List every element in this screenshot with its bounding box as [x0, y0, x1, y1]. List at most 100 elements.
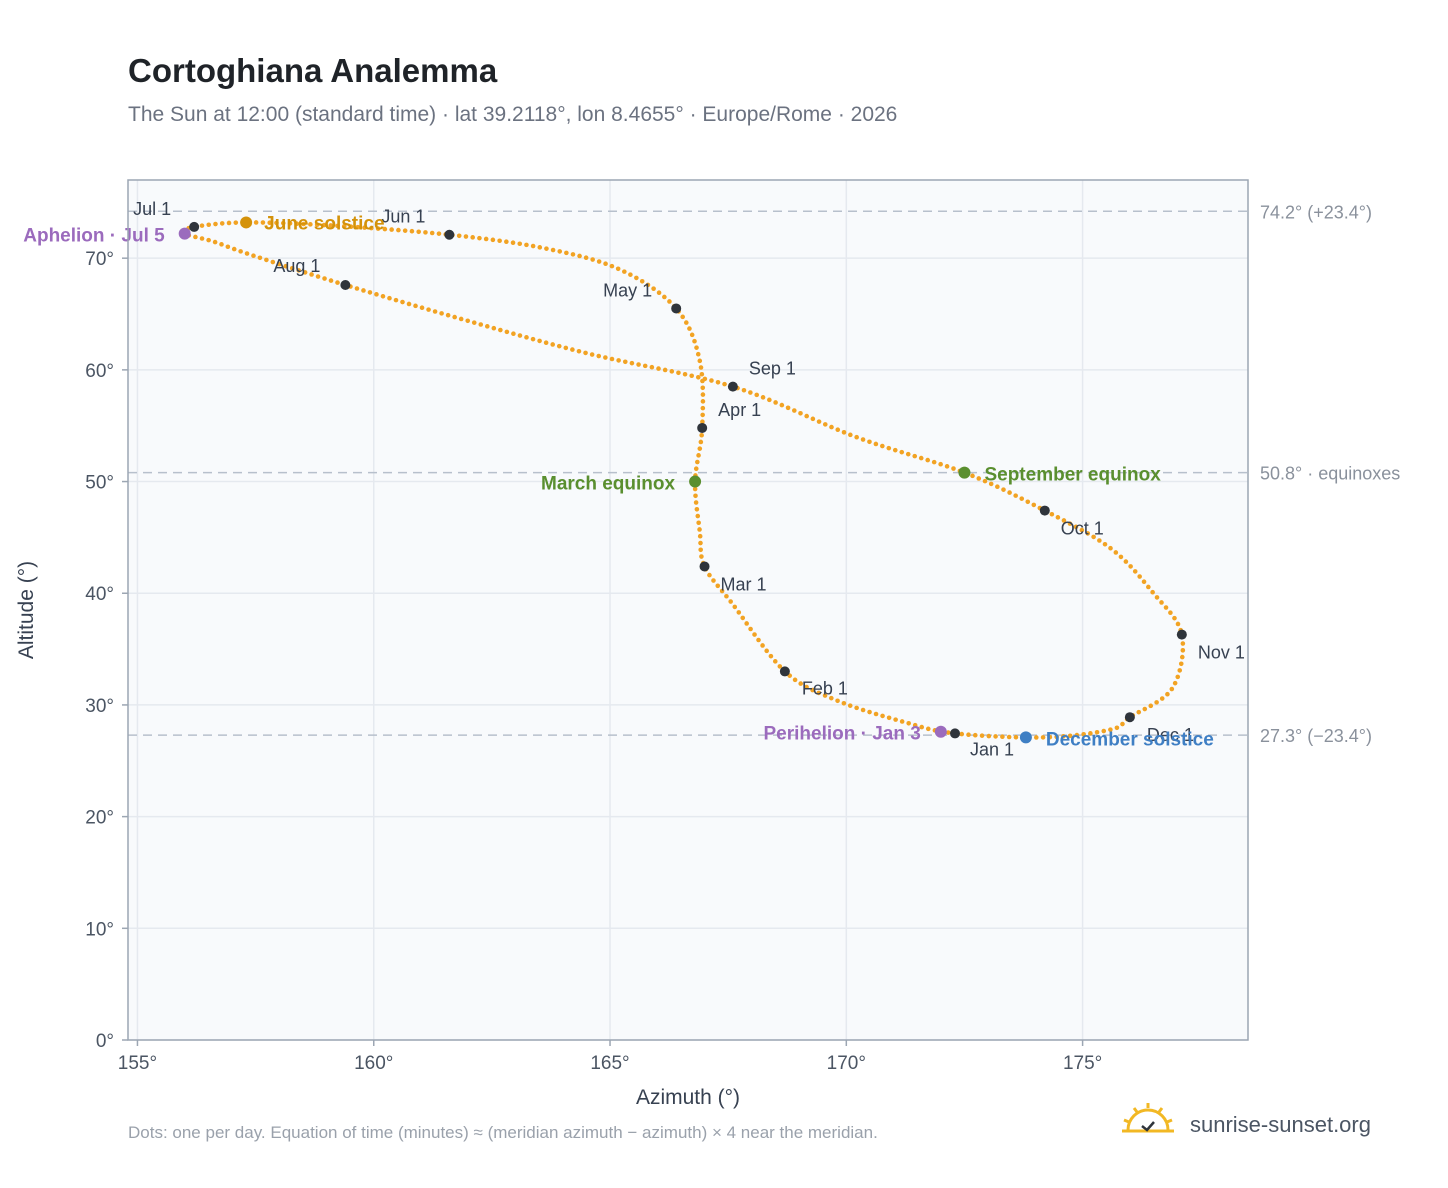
daily-dot — [700, 378, 705, 384]
daily-dot — [590, 257, 595, 262]
daily-dot — [741, 387, 747, 393]
x-tick-label: 170° — [827, 1053, 866, 1074]
daily-dot — [570, 347, 575, 352]
daily-dot — [695, 513, 701, 519]
daily-dot — [387, 295, 392, 301]
daily-dot — [912, 453, 918, 459]
daily-dot — [1180, 641, 1186, 646]
daily-dot — [563, 345, 569, 351]
daily-dot — [693, 493, 698, 499]
daily-dot — [322, 276, 327, 281]
daily-dot — [841, 430, 847, 435]
daily-dot — [1091, 534, 1096, 540]
daily-dot — [656, 290, 662, 296]
daily-dot — [355, 224, 361, 230]
daily-dot — [1177, 668, 1183, 673]
daily-dot — [748, 626, 753, 632]
daily-dot — [697, 358, 703, 364]
daily-dot — [711, 578, 716, 583]
daily-dot — [860, 437, 866, 442]
event-marker — [689, 475, 702, 488]
daily-dot — [1150, 589, 1155, 595]
daily-dot — [919, 724, 925, 730]
daily-dot — [976, 476, 982, 481]
month-marker — [671, 303, 682, 314]
daily-dot — [213, 221, 218, 227]
daily-dot — [225, 244, 231, 250]
daily-dot — [463, 234, 469, 239]
daily-dot — [698, 540, 703, 546]
daily-dot — [791, 408, 797, 413]
daily-dot — [988, 481, 994, 487]
daily-dot — [899, 719, 905, 724]
daily-dot — [683, 320, 689, 325]
brand[interactable]: sunrise-sunset.org — [1120, 1100, 1420, 1150]
y-tick-label: 0° — [96, 1031, 114, 1052]
daily-dot — [517, 241, 523, 247]
daily-dot — [848, 432, 853, 438]
daily-dot — [649, 364, 655, 370]
daily-dot — [1159, 600, 1164, 605]
daily-dot — [945, 730, 951, 735]
daily-dot — [698, 547, 703, 553]
daily-dot — [642, 363, 648, 369]
daily-dot — [452, 314, 457, 320]
daily-dot — [544, 246, 549, 251]
y-tick-label: 60° — [85, 361, 114, 382]
daily-dot — [993, 734, 998, 739]
daily-dot — [760, 643, 765, 648]
daily-dot — [219, 221, 225, 226]
daily-dot — [1154, 700, 1159, 705]
daily-dot — [361, 288, 366, 293]
daily-dot — [257, 255, 263, 261]
daily-dot — [231, 246, 237, 252]
y-axis-label: Altitude (°) — [15, 561, 38, 659]
daily-dot — [982, 478, 988, 484]
month-marker — [1176, 629, 1187, 640]
daily-dot — [308, 222, 313, 227]
daily-dot — [694, 507, 700, 512]
x-tick-label: 155° — [118, 1053, 157, 1074]
month-label: Sep 1 — [749, 359, 796, 379]
daily-dot — [1079, 527, 1085, 533]
event-markers: June solstice December solstice March equi… — [23, 213, 1214, 750]
month-markers: Jan 1 Feb 1 Mar 1 Apr 1 May 1 Jun 1 Jul 1 Aug 1… — [133, 199, 1245, 760]
daily-dot — [1081, 731, 1086, 737]
daily-dot — [829, 424, 834, 430]
daily-dot — [301, 221, 306, 227]
daily-dot — [1013, 493, 1018, 498]
daily-dot — [1113, 550, 1119, 555]
daily-dot — [798, 411, 803, 416]
daily-dot — [504, 329, 510, 335]
daily-dot — [886, 715, 892, 721]
daily-dot — [719, 588, 725, 594]
plot-frame — [127, 179, 1249, 1041]
month-marker — [950, 728, 961, 739]
month-label: Mar 1 — [721, 574, 767, 594]
daily-dot — [302, 270, 308, 275]
daily-dot — [785, 405, 791, 411]
daily-dot — [1102, 541, 1108, 547]
daily-dot — [696, 453, 701, 458]
month-marker — [727, 381, 738, 392]
daily-dot — [697, 527, 702, 532]
daily-dot — [400, 299, 405, 305]
daily-dot — [491, 325, 497, 331]
daily-dot — [693, 466, 699, 472]
daily-dot — [732, 604, 738, 610]
daily-dot — [966, 732, 971, 737]
daily-dot — [622, 269, 627, 274]
sun-check-icon — [1122, 1103, 1174, 1133]
event-marker — [178, 227, 191, 240]
daily-dot — [1006, 734, 1012, 740]
daily-dot — [707, 572, 712, 578]
daily-dot — [959, 731, 965, 737]
daily-dot — [498, 327, 503, 333]
daily-dot — [470, 235, 475, 240]
chart-title: Cortoghiana Analemma — [128, 52, 498, 89]
daily-dot — [260, 220, 266, 225]
daily-dot — [615, 266, 621, 272]
daily-dot — [484, 324, 490, 329]
daily-dot — [478, 322, 484, 327]
daily-dot — [1055, 515, 1061, 520]
